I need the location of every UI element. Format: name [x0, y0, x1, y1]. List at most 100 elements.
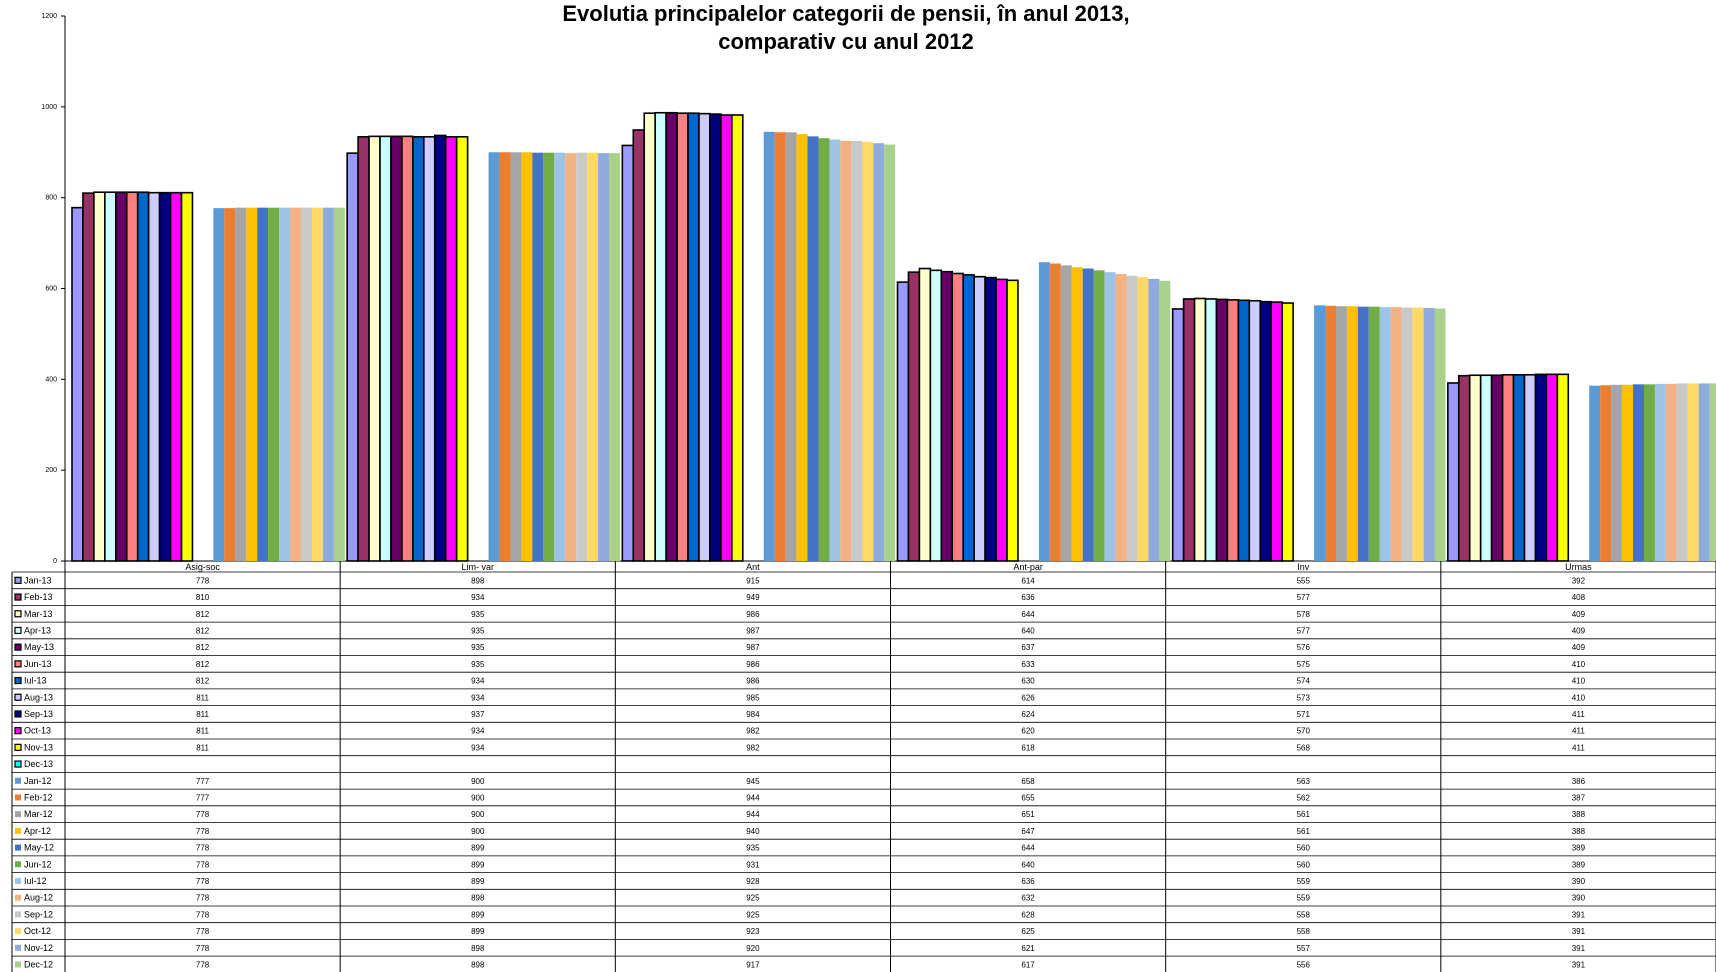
- bar-nov-12-inv: [1423, 308, 1435, 561]
- bar-nov-12-ant: [873, 143, 885, 561]
- bar-apr-12-limvar: [521, 152, 533, 561]
- table-cell-value: 935: [471, 610, 485, 619]
- legend-key: [14, 727, 22, 735]
- table-cell-value: 925: [746, 894, 760, 903]
- bar-nov-13-asigsoc: [180, 191, 194, 562]
- table-cell-value: 614: [1021, 576, 1035, 585]
- table-cell-value: 625: [1021, 927, 1035, 936]
- table-cell-value: 624: [1021, 710, 1035, 719]
- series-label: Apr-12: [24, 826, 51, 836]
- table-cell-value: 984: [746, 710, 760, 719]
- table-cell-value: 575: [1297, 660, 1311, 669]
- bar-may-13-limvar: [390, 135, 403, 562]
- legend-key: [14, 676, 22, 685]
- bar-jan-13-ant: [621, 144, 635, 562]
- bar-apr-13-ant: [654, 111, 667, 562]
- table-cell-value: 577: [1297, 626, 1311, 635]
- bar-aug-13-asigsoc: [147, 191, 161, 562]
- table-cell-value: 899: [471, 927, 485, 936]
- legend-key: [15, 861, 21, 868]
- series-label: Oct-12: [24, 926, 51, 936]
- bar-mar-12-antpar: [1060, 265, 1072, 561]
- legend-key: [15, 928, 21, 935]
- bar-sep-13-limvar: [433, 134, 447, 562]
- table-cell-value: 644: [1021, 610, 1035, 619]
- bar-feb-13-limvar: [357, 136, 370, 562]
- legend-key: [14, 743, 22, 751]
- table-cell-value: 410: [1572, 660, 1586, 669]
- bar-jun-13-inv: [1226, 299, 1240, 562]
- table-cell-value: 568: [1297, 743, 1311, 752]
- series-label: May-13: [24, 642, 54, 652]
- table-cell-value: 899: [471, 844, 485, 853]
- bar-jun-12-ant: [818, 138, 830, 561]
- table-cell-value: 630: [1021, 677, 1035, 686]
- bar-aug-12-limvar: [565, 153, 577, 562]
- bar-nov-13-antpar: [1006, 279, 1019, 562]
- bar-aug-13-antpar: [973, 275, 986, 562]
- bar-dec-12-asigsoc: [333, 207, 345, 562]
- table-cell-value: 640: [1021, 626, 1035, 635]
- bar-feb-12-asigsoc: [224, 208, 236, 562]
- table-cell-value: 898: [471, 960, 485, 969]
- table-cell-value: 899: [471, 910, 485, 919]
- bar-jun-13-antpar: [951, 272, 964, 562]
- table-cell-value: 561: [1297, 810, 1311, 819]
- bar-iul-12-limvar: [554, 152, 566, 561]
- table-cell-value: 778: [196, 944, 210, 953]
- table-cell-value: 559: [1297, 894, 1311, 903]
- table-cell-value: 778: [196, 810, 210, 819]
- bar-jan-13-antpar: [896, 281, 910, 562]
- table-cell-value: 778: [196, 877, 210, 886]
- bar-jan-12-inv: [1314, 305, 1326, 561]
- legend-key: [15, 894, 21, 901]
- series-label: Nov-13: [24, 742, 53, 752]
- series-label: Feb-12: [24, 792, 53, 802]
- bar-oct-12-antpar: [1137, 277, 1149, 561]
- bar-sep-12-ant: [851, 140, 863, 562]
- y-tick-label: 200: [45, 467, 57, 474]
- bar-jan-12-asigsoc: [213, 208, 225, 562]
- table-cell-value: 811: [196, 710, 209, 719]
- table-cell-value: 626: [1021, 693, 1035, 702]
- table-cell-value: 651: [1021, 810, 1035, 819]
- table-cell-value: 574: [1297, 677, 1311, 686]
- bar-mar-13-antpar: [918, 267, 932, 562]
- table-cell-value: 986: [746, 660, 760, 669]
- bar-nov-13-limvar: [455, 136, 469, 562]
- y-tick-label: 800: [45, 195, 57, 202]
- table-cell-value: 573: [1297, 693, 1311, 702]
- table-cell-value: 647: [1021, 827, 1035, 836]
- bar-aug-13-limvar: [423, 136, 436, 562]
- series-label: Aug-12: [24, 893, 53, 903]
- category-label: Lim- var: [461, 562, 494, 572]
- bar-mar-13-ant: [643, 112, 656, 562]
- legend-key: [15, 827, 21, 834]
- table-cell-value: 811: [196, 743, 209, 752]
- table-cell-value: 934: [471, 677, 485, 686]
- legend-key: [15, 844, 21, 851]
- bar-feb-12-limvar: [499, 152, 511, 561]
- series-label: Mar-12: [24, 809, 53, 819]
- series-label: Jun-13: [24, 659, 52, 669]
- table-cell-value: 899: [471, 860, 485, 869]
- chart-title-line1: Evolutia principalelor categorii de pens…: [562, 1, 1129, 26]
- table-cell-value: 812: [196, 660, 210, 669]
- bar-jun-12-inv: [1368, 306, 1380, 561]
- table-cell-value: 628: [1021, 910, 1035, 919]
- bar-oct-13-ant: [720, 114, 733, 562]
- bar-nov-12-antpar: [1148, 278, 1160, 561]
- table-cell-value: 570: [1297, 727, 1311, 736]
- table-cell-value: 898: [471, 576, 485, 585]
- bar-may-13-antpar: [940, 270, 954, 562]
- legend-key: [15, 794, 21, 801]
- bars-group: [71, 111, 1716, 562]
- bar-mar-12-inv: [1335, 306, 1347, 561]
- table-cell-value: 986: [746, 610, 760, 619]
- table-cell-value: 388: [1572, 810, 1586, 819]
- table-cell-value: 389: [1572, 844, 1586, 853]
- bar-jun-13-urmas: [1501, 373, 1515, 562]
- series-label: Sep-13: [24, 709, 53, 719]
- bar-iul-12-antpar: [1104, 272, 1116, 561]
